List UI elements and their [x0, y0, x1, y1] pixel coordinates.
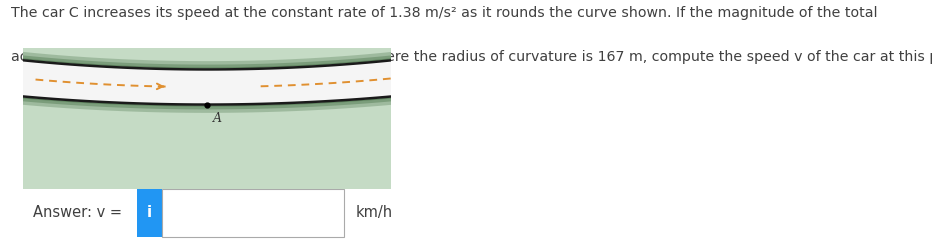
Polygon shape [0, 20, 672, 105]
FancyBboxPatch shape [137, 189, 162, 237]
Text: The car C increases its speed at the constant rate of 1.38 m/s² as it rounds the: The car C increases its speed at the con… [11, 6, 878, 20]
Polygon shape [0, 48, 672, 105]
Polygon shape [0, 20, 619, 189]
Text: A: A [212, 112, 222, 125]
Text: Answer: v =: Answer: v = [33, 205, 126, 220]
Text: km/h: km/h [356, 205, 393, 220]
Bar [0, 70, 16, 81]
Text: acceleration of the car is 2.74 m/s² at the point A where the radius of curvatur: acceleration of the car is 2.74 m/s² at … [11, 50, 932, 64]
Bar [0, 73, 7, 78]
Text: i: i [147, 205, 152, 220]
FancyBboxPatch shape [162, 189, 344, 237]
